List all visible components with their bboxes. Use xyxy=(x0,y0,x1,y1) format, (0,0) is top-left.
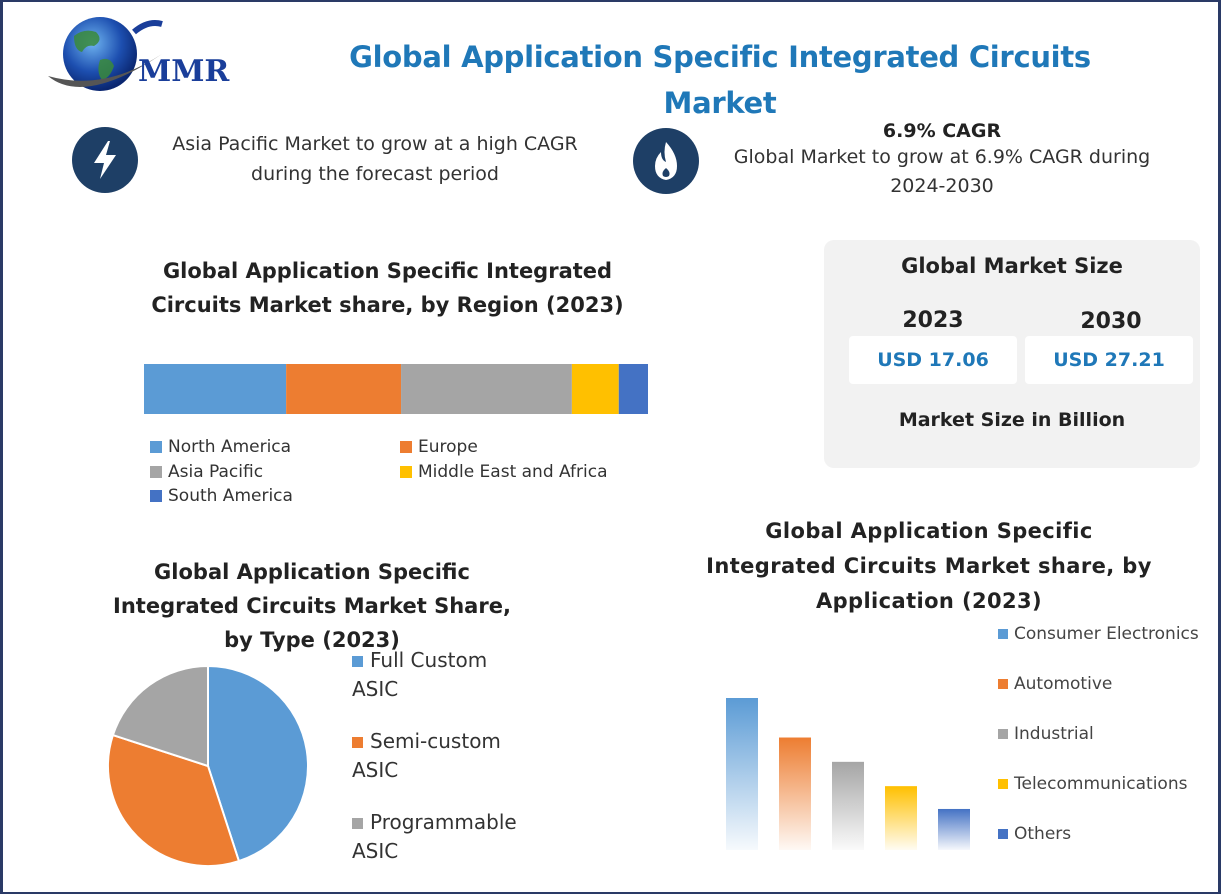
legend-label: Middle East and Africa xyxy=(418,462,608,482)
application-bar-consumer-electronics xyxy=(726,698,758,850)
cagr-headline: 6.9% CAGR xyxy=(882,120,1002,142)
legend-swatch xyxy=(400,466,412,478)
logo-text: MMR xyxy=(138,54,230,89)
region-legend-south-america: South America xyxy=(150,486,293,506)
legend-swatch xyxy=(352,737,363,748)
legend-swatch xyxy=(998,679,1008,689)
legend-swatch xyxy=(998,779,1008,789)
application-legend-industrial: Industrial xyxy=(998,724,1094,744)
market-size-footer: Market Size in Billion xyxy=(898,409,1126,431)
region-legend-north-america: North America xyxy=(150,437,291,457)
flame-icon xyxy=(633,128,699,194)
application-chart-title: Global Application Specific Integrated C… xyxy=(706,519,1152,613)
legend-label: Automotive xyxy=(1014,674,1113,694)
pie-slice-full-custom-asic xyxy=(207,664,309,863)
legend-swatch xyxy=(998,829,1008,839)
region-stacked-bar xyxy=(144,364,648,414)
region-legend-middle-east-and-africa: Middle East and Africa xyxy=(400,462,608,482)
region-segment-europe xyxy=(286,364,402,414)
region-segment-asia-pacific xyxy=(401,364,572,414)
legend-label: North America xyxy=(168,437,292,457)
market-size-year-2030: 2030 xyxy=(1080,309,1142,334)
legend-label: South America xyxy=(168,486,293,506)
application-legend-others: Others xyxy=(998,824,1071,844)
legend-label: Semi-custom ASIC xyxy=(352,729,501,782)
market-size-value-2030: USD 27.21 xyxy=(1025,336,1193,384)
region-legend-asia-pacific: Asia Pacific xyxy=(150,462,263,482)
legend-swatch xyxy=(352,656,363,667)
legend-swatch xyxy=(352,818,363,829)
application-bar-others xyxy=(938,808,970,850)
legend-label: Others xyxy=(1014,824,1072,844)
highlight-region-text: Asia Pacific Market to grow at a high CA… xyxy=(172,133,578,185)
type-legend-semi-custom-asic: Semi-custom ASIC xyxy=(352,727,532,785)
region-segment-north-america xyxy=(144,364,287,414)
pie-slice-semi-custom-asic xyxy=(107,733,241,867)
legend-label: Europe xyxy=(418,437,478,457)
legend-label: Programmable ASIC xyxy=(352,810,517,863)
type-legend-full-custom-asic: Full Custom ASIC xyxy=(352,646,532,704)
application-bar-industrial xyxy=(832,761,864,850)
lightning-icon xyxy=(72,127,138,193)
highlight-cagr-text: Global Market to grow at 6.9% CAGR durin… xyxy=(733,146,1151,197)
application-bar-chart xyxy=(726,698,970,850)
legend-label: Industrial xyxy=(1014,724,1094,744)
page-title: Global Application Specific Integrated C… xyxy=(349,40,1091,120)
legend-swatch xyxy=(150,466,162,478)
legend-swatch xyxy=(998,629,1008,639)
region-legend-europe: Europe xyxy=(400,437,478,457)
globe-logo-icon xyxy=(48,17,163,91)
application-bar-automotive xyxy=(779,737,811,850)
type-legend-programmable-asic: Programmable ASIC xyxy=(352,808,532,866)
legend-swatch xyxy=(400,441,412,453)
application-legend-automotive: Automotive xyxy=(998,674,1112,694)
legend-label: Full Custom ASIC xyxy=(352,648,488,701)
legend-label: Consumer Electronics xyxy=(1014,624,1199,644)
region-chart-title: Global Application Specific Integrated C… xyxy=(151,259,624,317)
legend-label: Telecommunications xyxy=(1014,774,1188,794)
application-legend-telecommunications: Telecommunications xyxy=(998,774,1187,794)
application-bar-telecommunications xyxy=(885,786,917,850)
legend-swatch xyxy=(998,729,1008,739)
market-size-title: Global Market Size xyxy=(901,254,1123,278)
application-legend-consumer-electronics: Consumer Electronics xyxy=(998,624,1199,644)
region-segment-middle-east-and-africa xyxy=(571,364,619,414)
legend-swatch xyxy=(150,490,162,502)
type-pie-chart xyxy=(107,664,309,867)
market-size-value-2023: USD 17.06 xyxy=(849,336,1017,384)
pie-slice-programmable-asic xyxy=(111,664,209,768)
legend-label: Asia Pacific xyxy=(168,462,264,482)
type-chart-title: Global Application Specific Integrated C… xyxy=(113,560,511,652)
region-segment-south-america xyxy=(618,364,648,414)
market-size-year-2023: 2023 xyxy=(902,308,964,333)
legend-swatch xyxy=(150,441,162,453)
